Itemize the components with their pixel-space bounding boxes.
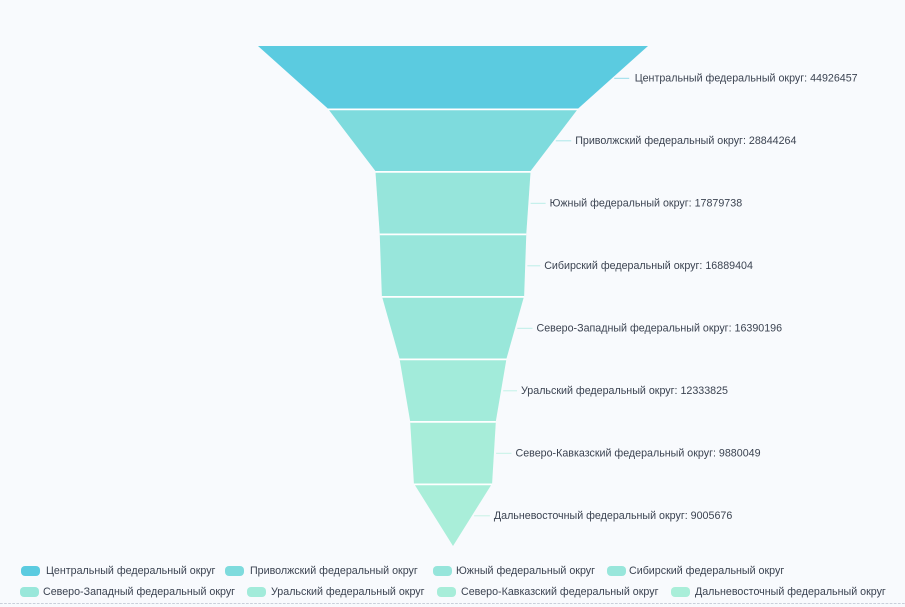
svg-text:Северо-Кавказский федеральный: Северо-Кавказский федеральный округ: 988… — [516, 448, 761, 460]
svg-text:Северо-Западный федеральный ок: Северо-Западный федеральный округ: 16390… — [537, 323, 783, 335]
svg-text:Южный федеральный округ: 17879: Южный федеральный округ: 17879738 — [550, 198, 743, 210]
svg-text:Сибирский федеральный округ: 1: Сибирский федеральный округ: 16889404 — [544, 260, 753, 272]
svg-text:Уральский федеральный округ: 1: Уральский федеральный округ: 12333825 — [521, 385, 728, 397]
svg-text:Центральный федеральный округ:: Центральный федеральный округ: 44926457 — [635, 73, 858, 85]
svg-text:Дальневосточный федеральный ок: Дальневосточный федеральный округ: 90056… — [494, 510, 732, 522]
svg-text:Приволжский федеральный округ:: Приволжский федеральный округ: 28844264 — [575, 135, 796, 147]
